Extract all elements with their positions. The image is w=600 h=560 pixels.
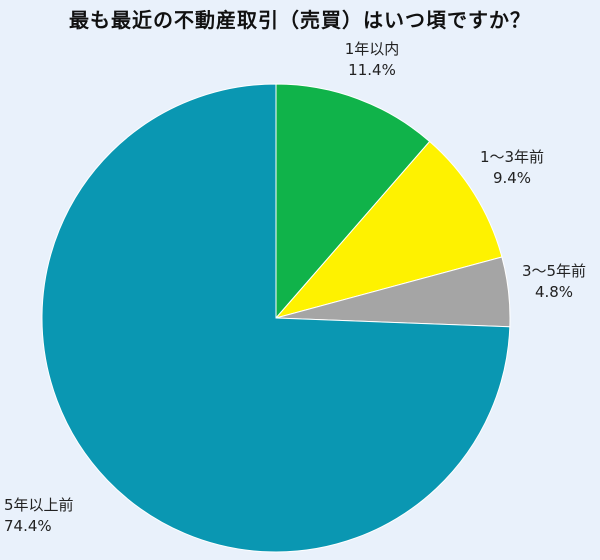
slice-label-1: 1年以内	[345, 40, 400, 58]
pie-slice-2	[274, 140, 503, 319]
slice-value-label-4: 74.4%	[4, 517, 52, 535]
slice-label-2: 1～3年前	[480, 148, 544, 166]
chart-title: 最も最近の不動産取引（売買）はいつ頃ですか？	[69, 8, 531, 32]
pie-slice-4	[41, 83, 511, 553]
slice-label-4: 5年以上前	[4, 496, 74, 514]
pie-slice-1	[275, 83, 431, 320]
slice-value-label-3: 4.8%	[535, 283, 573, 301]
slice-value-label-2: 9.4%	[493, 169, 531, 187]
slice-value-label-1: 11.4%	[348, 61, 396, 79]
slice-label-3: 3～5年前	[522, 262, 586, 280]
